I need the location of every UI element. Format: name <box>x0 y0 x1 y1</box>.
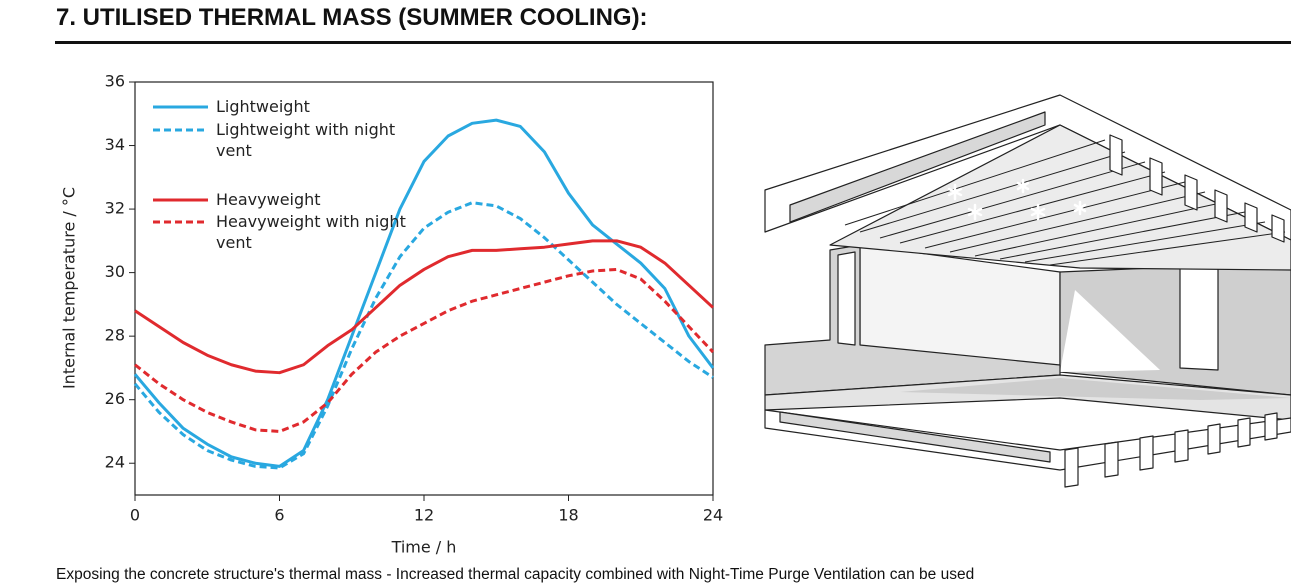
x-axis-label: Time / h <box>391 538 457 557</box>
x-tick-label: 12 <box>414 506 434 525</box>
legend-label: Lightweight with night vent <box>216 119 406 161</box>
series-line <box>135 269 713 431</box>
x-tick-label: 24 <box>703 506 723 525</box>
series-line <box>135 241 713 373</box>
y-tick-label: 36 <box>105 72 125 91</box>
legend-label: Lightweight <box>216 96 406 117</box>
page: 7. UTILISED THERMAL MASS (SUMMER COOLING… <box>0 0 1291 583</box>
x-tick-label: 0 <box>130 506 140 525</box>
series-line <box>135 120 713 466</box>
y-axis-label: Internal temperature / °C <box>60 187 79 389</box>
caption: Exposing the concrete structure's therma… <box>56 566 974 584</box>
legend-label: Heavyweight <box>216 189 406 210</box>
x-tick-label: 18 <box>558 506 578 525</box>
chart: Internal temperature / °C Time / h 24 26 2… <box>0 0 735 565</box>
x-tick-label: 6 <box>274 506 284 525</box>
legend-label: Heavyweight with night vent <box>216 211 406 253</box>
y-tick-label: 28 <box>105 326 125 345</box>
y-tick-label: 26 <box>105 389 125 408</box>
y-tick-label: 34 <box>105 135 125 154</box>
y-tick-label: 32 <box>105 199 125 218</box>
y-tick-label: 30 <box>105 262 125 281</box>
y-tick-label: 24 <box>105 453 125 472</box>
building-illustration <box>740 50 1291 510</box>
